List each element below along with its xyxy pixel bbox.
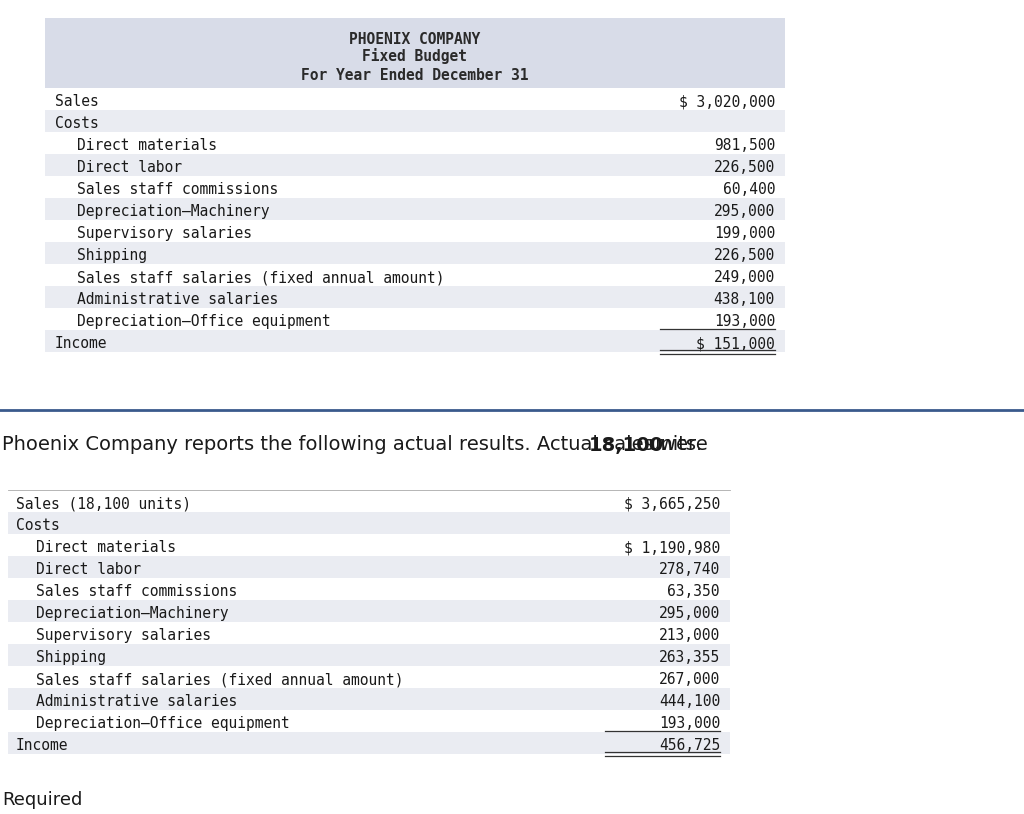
- Text: For Year Ended December 31: For Year Ended December 31: [301, 68, 528, 83]
- Bar: [8, 512, 730, 534]
- Text: PHOENIX COMPANY: PHOENIX COMPANY: [349, 32, 480, 47]
- Bar: [8, 534, 730, 556]
- Text: 193,000: 193,000: [714, 314, 775, 329]
- Bar: [45, 176, 785, 198]
- Text: 295,000: 295,000: [714, 204, 775, 219]
- Text: 18,100: 18,100: [589, 435, 664, 454]
- Bar: [45, 330, 785, 352]
- Bar: [45, 220, 785, 242]
- Text: 63,350: 63,350: [668, 584, 720, 599]
- Text: $ 1,190,980: $ 1,190,980: [624, 540, 720, 555]
- Text: 263,355: 263,355: [658, 650, 720, 665]
- Text: Shipping: Shipping: [36, 650, 106, 665]
- Text: Income: Income: [55, 336, 108, 351]
- Text: Costs: Costs: [55, 116, 98, 131]
- Text: 295,000: 295,000: [658, 606, 720, 621]
- Text: Sales staff commissions: Sales staff commissions: [77, 182, 279, 197]
- Bar: [45, 198, 785, 220]
- Text: 981,500: 981,500: [714, 138, 775, 153]
- Bar: [45, 242, 785, 264]
- Text: Administrative salaries: Administrative salaries: [36, 694, 238, 709]
- Text: Direct materials: Direct materials: [77, 138, 217, 153]
- Text: Sales staff salaries (fixed annual amount): Sales staff salaries (fixed annual amoun…: [36, 672, 403, 687]
- Text: Depreciation–Office equipment: Depreciation–Office equipment: [36, 716, 290, 731]
- Bar: [8, 622, 730, 644]
- Text: Supervisory salaries: Supervisory salaries: [77, 226, 252, 241]
- Bar: [8, 556, 730, 578]
- Bar: [8, 666, 730, 688]
- Text: 444,100: 444,100: [658, 694, 720, 709]
- Text: 193,000: 193,000: [658, 716, 720, 731]
- Text: 267,000: 267,000: [658, 672, 720, 687]
- Text: Depreciation–Machinery: Depreciation–Machinery: [77, 204, 269, 219]
- Text: Shipping: Shipping: [77, 248, 147, 263]
- Text: Depreciation–Office equipment: Depreciation–Office equipment: [77, 314, 331, 329]
- Text: $ 3,020,000: $ 3,020,000: [679, 94, 775, 109]
- Bar: [8, 710, 730, 732]
- Text: 226,500: 226,500: [714, 248, 775, 263]
- Text: $ 3,665,250: $ 3,665,250: [624, 497, 720, 511]
- Text: Required: Required: [2, 791, 82, 809]
- Text: Fixed Budget: Fixed Budget: [362, 48, 468, 64]
- Bar: [45, 308, 785, 330]
- Text: Costs: Costs: [16, 519, 59, 533]
- Text: Sales staff commissions: Sales staff commissions: [36, 584, 238, 599]
- Text: Phoenix Company reports the following actual results. Actual sales were: Phoenix Company reports the following ac…: [2, 435, 714, 454]
- Text: Sales staff salaries (fixed annual amount): Sales staff salaries (fixed annual amoun…: [77, 270, 444, 285]
- Text: Income: Income: [16, 738, 69, 753]
- Bar: [8, 490, 730, 512]
- Text: Sales (18,100 units): Sales (18,100 units): [16, 497, 191, 511]
- Text: 249,000: 249,000: [714, 270, 775, 285]
- Text: 278,740: 278,740: [658, 562, 720, 577]
- Text: 438,100: 438,100: [714, 292, 775, 307]
- Bar: [8, 732, 730, 754]
- Bar: [8, 644, 730, 666]
- Bar: [45, 18, 785, 88]
- Text: Depreciation–Machinery: Depreciation–Machinery: [36, 606, 228, 621]
- Bar: [45, 264, 785, 286]
- Text: 199,000: 199,000: [714, 226, 775, 241]
- Text: 226,500: 226,500: [714, 160, 775, 175]
- Bar: [8, 600, 730, 622]
- Text: $ 151,000: $ 151,000: [696, 336, 775, 351]
- Text: 456,725: 456,725: [658, 738, 720, 753]
- Bar: [45, 286, 785, 308]
- Text: 60,400: 60,400: [723, 182, 775, 197]
- Text: Direct materials: Direct materials: [36, 540, 176, 555]
- Bar: [45, 88, 785, 110]
- Bar: [8, 688, 730, 710]
- Text: Supervisory salaries: Supervisory salaries: [36, 628, 211, 643]
- Bar: [45, 110, 785, 132]
- Text: Administrative salaries: Administrative salaries: [77, 292, 279, 307]
- Bar: [45, 132, 785, 154]
- Text: Direct labor: Direct labor: [36, 562, 141, 577]
- Bar: [45, 154, 785, 176]
- Text: Direct labor: Direct labor: [77, 160, 182, 175]
- Bar: [8, 578, 730, 600]
- Text: units.: units.: [642, 435, 701, 454]
- Text: Sales: Sales: [55, 94, 98, 109]
- Text: 213,000: 213,000: [658, 628, 720, 643]
